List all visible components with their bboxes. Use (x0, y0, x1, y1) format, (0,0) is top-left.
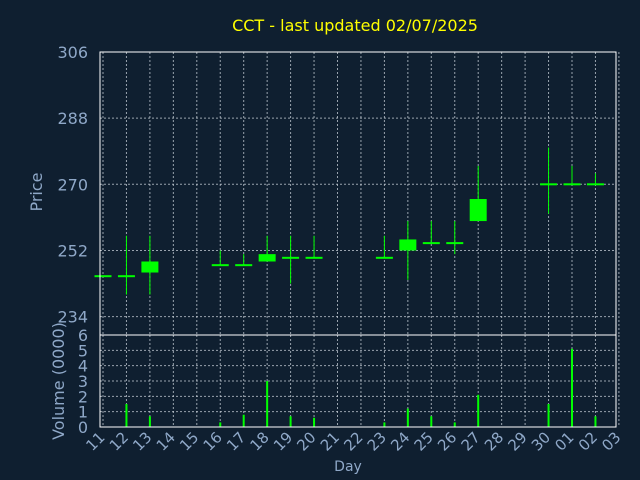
day-tick-label: 25 (411, 428, 437, 454)
candle-body (305, 256, 323, 259)
candle-body (141, 261, 159, 273)
price-tick-label: 234 (57, 308, 88, 327)
candle-body (586, 183, 604, 186)
volume-bar (148, 416, 151, 427)
volume-bar (266, 381, 269, 427)
candle-body (446, 242, 464, 245)
volume-tick-label: 3 (78, 372, 88, 391)
volume-bar (313, 417, 316, 427)
volume-bar (406, 408, 409, 427)
day-tick-label: 03 (598, 428, 624, 454)
day-tick-label: 19 (270, 428, 296, 454)
volume-axis-label: Volume (0000) (49, 322, 68, 440)
volume-tick-label: 0 (78, 418, 88, 437)
day-tick-label: 26 (434, 428, 460, 454)
candle-body (211, 264, 229, 267)
price-tick-labels: 234 252 270 288 306 (57, 43, 88, 327)
day-tick-label: 01 (551, 428, 577, 454)
volume-tick-label: 5 (78, 341, 88, 360)
day-tick-label: 27 (458, 428, 484, 454)
candle-body (422, 242, 440, 245)
day-tick-label: 13 (129, 428, 155, 454)
price-tick-label: 252 (57, 241, 88, 260)
volume-bar (219, 422, 222, 427)
volume-bar (547, 404, 550, 427)
day-tick-label: 17 (223, 428, 249, 454)
chart-title: CCT - last updated 02/07/2025 (232, 16, 478, 35)
day-tick-label: 29 (504, 428, 530, 454)
volume-gridlines (100, 335, 620, 427)
volume-tick-label: 4 (78, 357, 88, 376)
volume-bar (289, 416, 292, 427)
price-tick-label: 306 (57, 43, 88, 62)
candle-body (375, 256, 393, 259)
volume-tick-label: 1 (78, 403, 88, 422)
x-axis-label: Day (334, 459, 362, 475)
volume-bar (453, 422, 456, 427)
candle-body (282, 256, 300, 259)
volume-bar (125, 404, 128, 427)
volume-bar (594, 416, 597, 427)
day-tick-label: 18 (246, 428, 272, 454)
day-tick-label: 15 (176, 428, 202, 454)
volume-tick-label: 6 (78, 326, 88, 345)
candlestick-series (94, 147, 604, 295)
candle-body (469, 199, 487, 222)
day-tick-label: 23 (364, 428, 390, 454)
day-tick-label: 20 (293, 428, 319, 454)
candle-body (117, 275, 135, 278)
day-tick-label: 14 (153, 428, 179, 454)
day-tick-label: 16 (200, 428, 226, 454)
day-tick-label: 12 (106, 428, 132, 454)
volume-bar (383, 422, 386, 427)
candle-body (563, 183, 581, 186)
candle-body (540, 183, 558, 186)
volume-bar (242, 414, 245, 427)
candle-body (94, 275, 112, 278)
day-tick-label: 30 (528, 428, 554, 454)
day-tick-label: 22 (340, 428, 366, 454)
price-gridlines (100, 52, 620, 335)
volume-series (125, 348, 597, 427)
day-tick-label: 21 (317, 428, 343, 454)
day-tick-label: 02 (575, 428, 601, 454)
candle-body (258, 254, 276, 262)
candle-body (235, 264, 253, 267)
volume-bar (430, 416, 433, 427)
volume-bar (477, 394, 480, 427)
candle-body (399, 239, 417, 251)
day-tick-label: 28 (481, 428, 507, 454)
price-tick-label: 270 (57, 175, 88, 194)
day-tick-labels: 1112131415161718192021222324252627282930… (82, 428, 624, 454)
price-panel-frame (99, 51, 617, 336)
volume-tick-label: 2 (78, 387, 88, 406)
volume-panel-frame (99, 334, 617, 428)
price-axis-label: Price (27, 172, 46, 211)
volume-bar (571, 348, 573, 427)
day-tick-label: 24 (387, 428, 413, 454)
price-tick-label: 288 (57, 109, 88, 128)
